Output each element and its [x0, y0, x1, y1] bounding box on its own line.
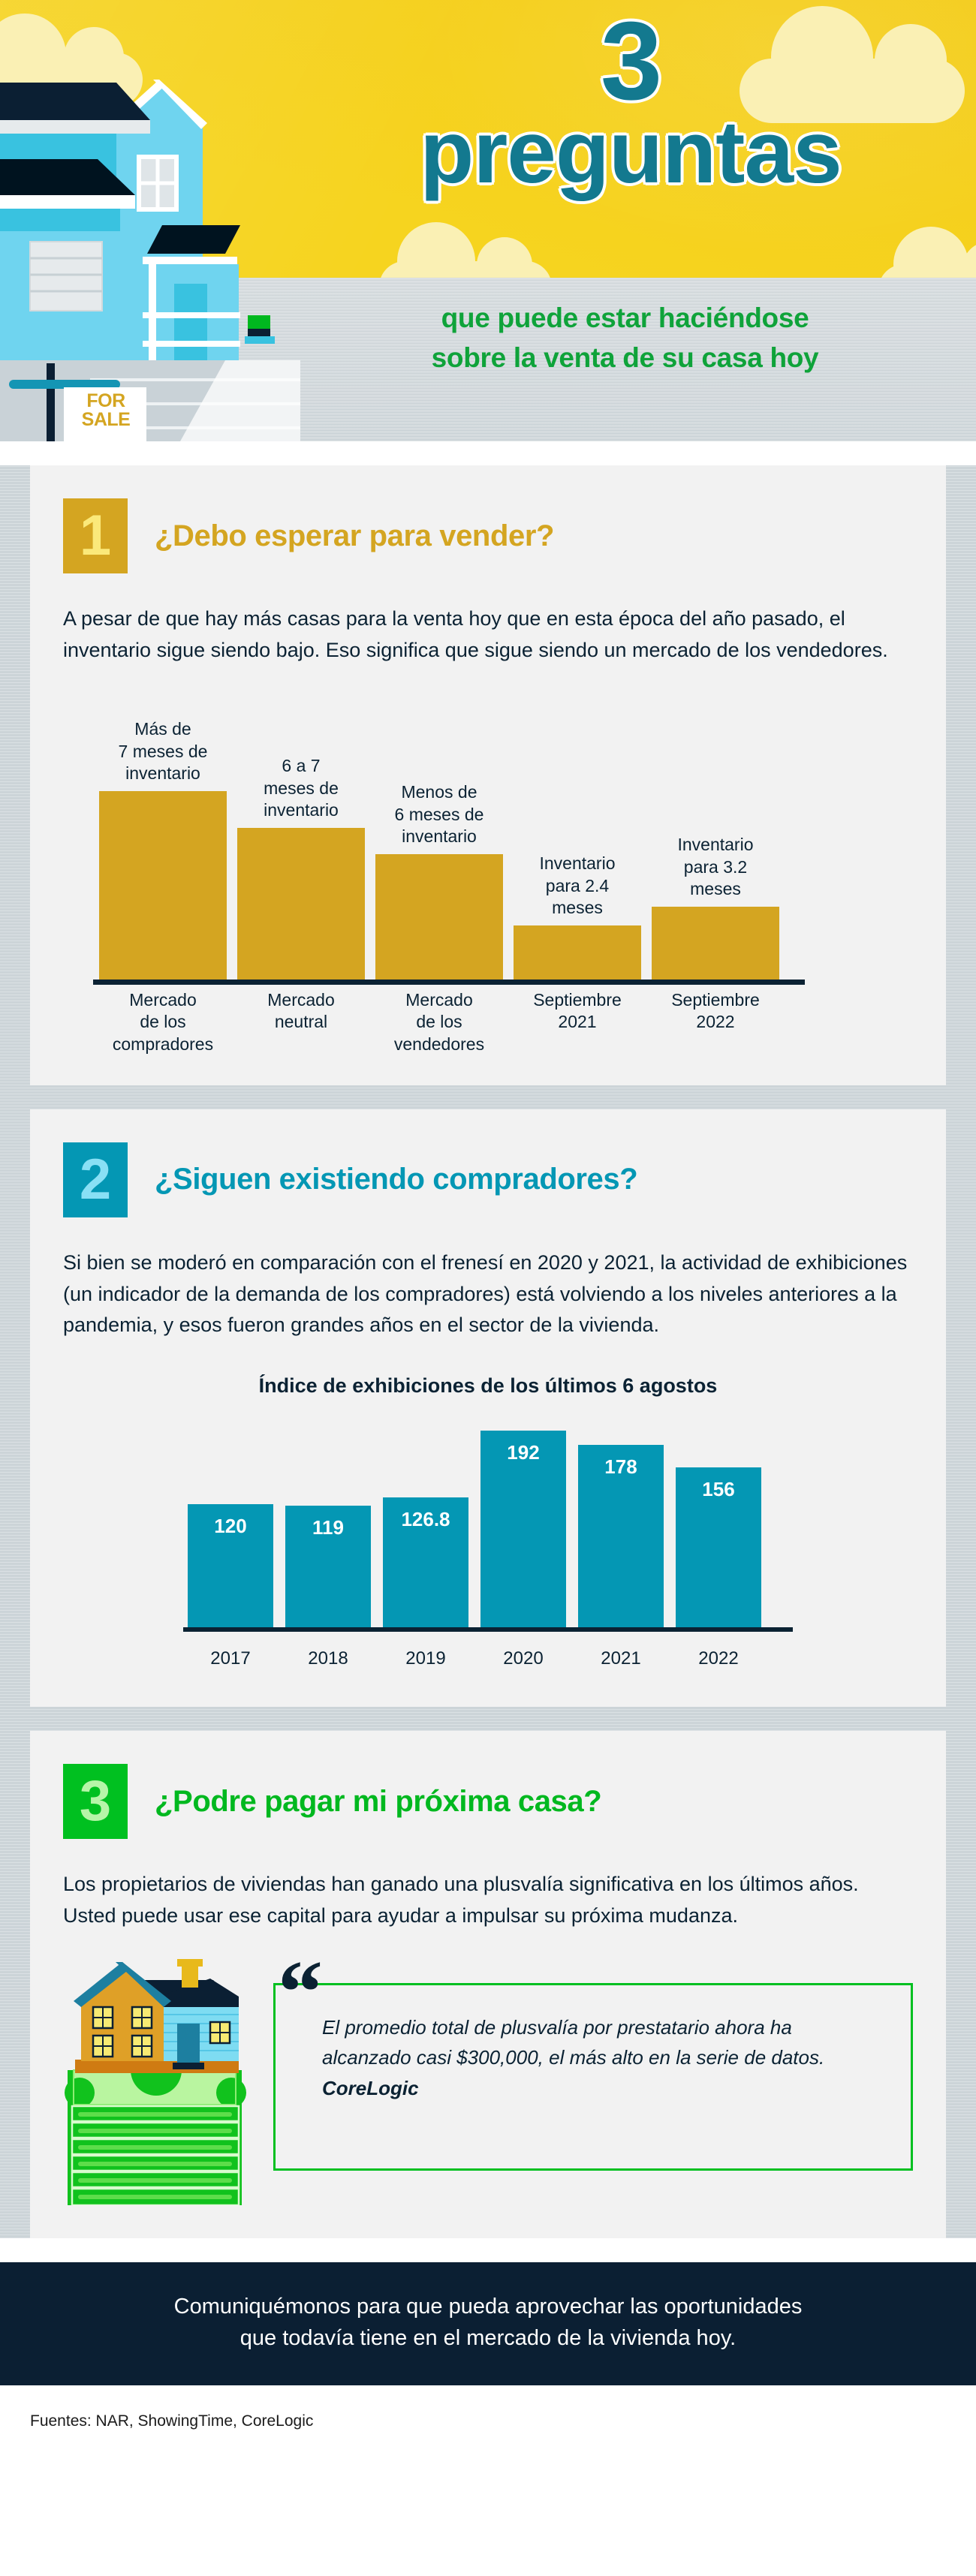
section-2-number-badge: 2 — [63, 1142, 128, 1217]
chart1-bar-label: Más de 7 meses de inventario — [118, 719, 208, 784]
section-2-body: Si bien se moderó en comparación con el … — [63, 1250, 908, 1337]
chart1-bar — [237, 827, 365, 980]
sources-note: Fuentes: NAR, ShowingTime, CoreLogic — [0, 2385, 976, 2456]
showings-chart-title: Índice de exhibiciones de los últimos 6 … — [258, 1374, 718, 1398]
chart1-x-axis — [93, 979, 805, 985]
chart1-x-label: Mercado de los compradores — [112, 989, 214, 1054]
chart2-x-label: 2021 — [601, 1648, 641, 1669]
body-container: 1 ¿Debo esperar para vender? A pesar de … — [0, 465, 976, 2238]
chart2-bar: 178 — [578, 1445, 664, 1628]
for-sale-sign-line1: FOR — [86, 390, 125, 411]
section-3-bottom: “ El promedio total de plusvalía por pre… — [63, 1946, 913, 2207]
quote-mark-icon: “ — [278, 1941, 323, 2042]
chart1-x-label: Mercado de los vendedores — [393, 989, 485, 1054]
section-1-body: A pesar de que hay más casas para la ven… — [63, 607, 888, 661]
chart2-column: 192 — [480, 1431, 566, 1628]
chart2-x-label: 2022 — [698, 1648, 739, 1669]
house-on-money-illustration — [63, 1958, 251, 2207]
chart2-bar: 192 — [480, 1431, 566, 1628]
quote-text: El promedio total de plusvalía por prest… — [322, 2015, 825, 2069]
section-3-body: Los propietarios de viviendas han ganado… — [63, 1873, 859, 1927]
chart2-x-label: 2019 — [405, 1648, 446, 1669]
chart1-bar-label: Inventario para 3.2 meses — [677, 835, 754, 899]
chart2-value-label: 192 — [507, 1441, 540, 1464]
cloud-icon — [740, 6, 965, 123]
quote-source: CoreLogic — [322, 2076, 419, 2099]
footer-cta-line-2: que todavía tiene en el mercado de la vi… — [239, 2325, 737, 2350]
quote-block: “ El promedio total de plusvalía por pre… — [273, 1946, 913, 2171]
chart2-x-label: 2018 — [308, 1648, 348, 1669]
chart1-bar — [375, 853, 503, 980]
chart2-value-label: 126.8 — [401, 1508, 450, 1531]
section-3-number-badge: 3 — [63, 1764, 128, 1840]
chart1-x-label: Septiembre 2022 — [671, 989, 760, 1032]
chart2-value-label: 120 — [214, 1515, 247, 1538]
chart2-x-label: 2017 — [210, 1648, 251, 1669]
chart1-bar-label: 6 a 7 meses de inventario — [264, 756, 339, 820]
chart2-bar: 120 — [188, 1504, 273, 1628]
section-card-3: 3 ¿Podre pagar mi próxima casa? Los prop… — [30, 1731, 946, 2238]
chart1-column: Inventario para 3.2 meses — [652, 716, 779, 980]
subtitle-line-2: sobre la venta de su casa hoy — [431, 342, 819, 373]
subtitle-line-1: que puede estar haciéndose — [441, 302, 809, 333]
chart2-x-labels: 2017 2018 2019 2020 2021 2022 — [188, 1648, 788, 1669]
section-1-header: 1 ¿Debo esperar para vender? — [63, 498, 913, 573]
section-3-title: ¿Podre pagar mi próxima casa? — [155, 1784, 602, 1818]
chart1-bar — [99, 790, 227, 980]
chart2-x-axis — [183, 1627, 793, 1633]
chart1-column: Más de 7 meses de inventario — [99, 716, 227, 980]
inventory-bar-chart: Más de 7 meses de inventario 6 a 7 meses… — [93, 692, 850, 1054]
chart2-column: 156 — [676, 1467, 761, 1628]
chart1-x-label: Septiembre 2021 — [533, 989, 622, 1032]
chart2-value-label: 156 — [702, 1478, 735, 1501]
page-title: 3 preguntas — [285, 0, 976, 203]
chart1-column: 6 a 7 meses de inventario — [237, 716, 365, 980]
section-1-number-badge: 1 — [63, 498, 128, 573]
chart2-value-label: 119 — [312, 1516, 344, 1539]
chart2-x-label: 2020 — [503, 1648, 544, 1669]
chart1-x-label: Mercado neutral — [267, 989, 335, 1032]
quote-box: El promedio total de plusvalía por prest… — [273, 1982, 913, 2171]
chart1-bar — [652, 906, 779, 980]
chart2-bar: 126.8 — [383, 1497, 468, 1628]
section-1-title: ¿Debo esperar para vender? — [155, 519, 555, 552]
chart1-bar-label: Inventario para 2.4 meses — [539, 853, 616, 918]
chart2-column: 120 — [188, 1504, 273, 1628]
chart2-column: 119 — [285, 1506, 371, 1628]
cloud-icon — [0, 14, 143, 107]
section-card-2: 2 ¿Siguen existiendo compradores? Si bie… — [30, 1109, 946, 1708]
chart2-bar: 156 — [676, 1467, 761, 1628]
showings-bar-chart: 120 119 126.8 — [183, 1419, 793, 1674]
chart1-bar-label: Menos de 6 meses de inventario — [394, 782, 484, 847]
chart1-x-labels: Mercado de los compradores Mercado neutr… — [99, 989, 797, 1054]
for-sale-sign-line2: SALE — [81, 409, 131, 430]
footer-cta-banner: Comuniquémonos para que pueda aprovechar… — [0, 2262, 976, 2385]
header-banner: FOR SALE 3 preguntas que puede estar hac… — [0, 0, 976, 441]
section-2-header: 2 ¿Siguen existiendo compradores? — [63, 1142, 913, 1217]
chart2-value-label: 178 — [604, 1455, 637, 1479]
section-2-title: ¿Siguen existiendo compradores? — [155, 1163, 638, 1196]
title-word: preguntas — [420, 103, 842, 203]
chart1-plot-area: Más de 7 meses de inventario 6 a 7 meses… — [99, 716, 797, 980]
footer-cta-line-1: Comuniquémonos para que pueda aprovechar… — [173, 2294, 803, 2319]
chart2-bar: 119 — [285, 1506, 371, 1628]
subtitle: que puede estar haciéndose sobre la vent… — [285, 299, 965, 378]
section-3-header: 3 ¿Podre pagar mi próxima casa? — [63, 1764, 913, 1840]
chart1-column: Inventario para 2.4 meses — [514, 716, 641, 980]
section-card-1: 1 ¿Debo esperar para vender? A pesar de … — [30, 465, 946, 1085]
chart2-column: 178 — [578, 1445, 664, 1628]
chart1-bar — [514, 925, 641, 980]
chart2-plot-area: 120 119 126.8 — [188, 1431, 788, 1628]
chart2-column: 126.8 — [383, 1497, 468, 1628]
chart1-column: Menos de 6 meses de inventario — [375, 716, 503, 980]
house-illustration: FOR SALE — [0, 45, 300, 441]
title-number: 3 — [600, 0, 662, 123]
